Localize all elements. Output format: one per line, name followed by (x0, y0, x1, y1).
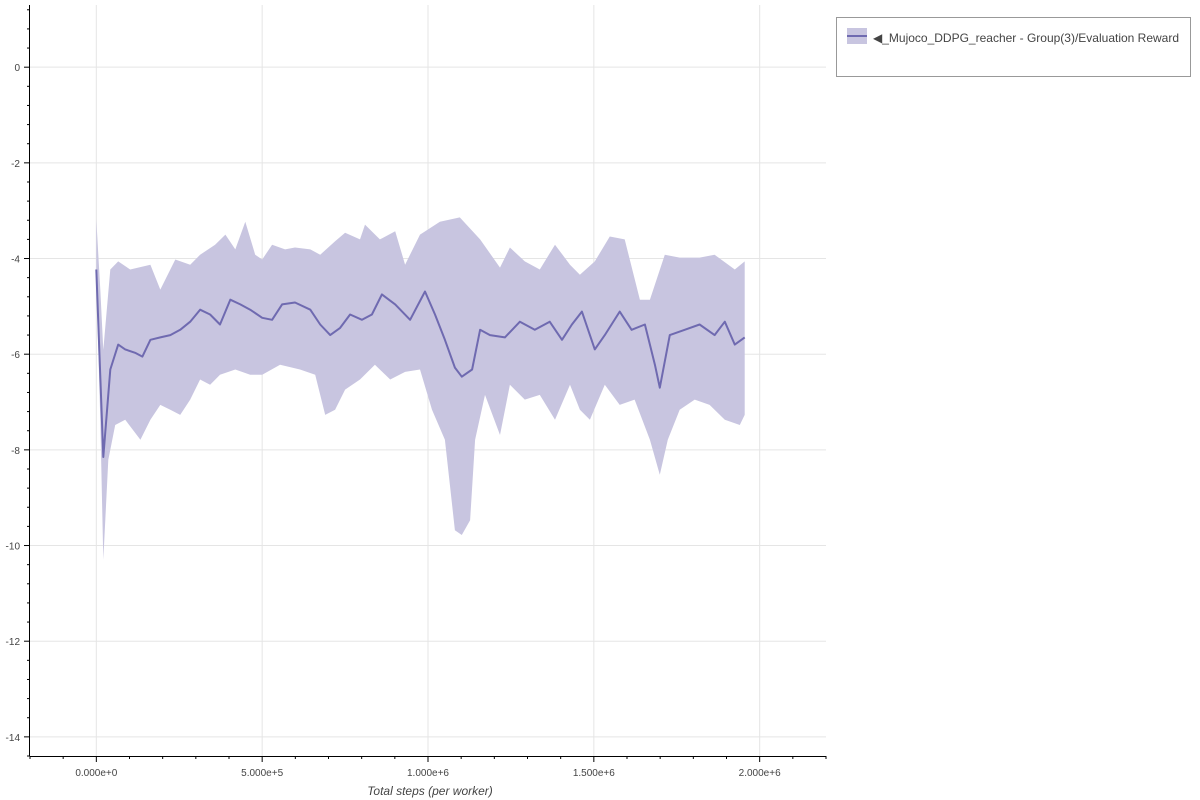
std-band-area (96, 217, 745, 560)
grid (30, 5, 826, 756)
y-tick-label: -12 (6, 637, 21, 648)
y-tick-label: 0 (14, 63, 20, 74)
x-tick-label: 1.000e+6 (407, 768, 449, 779)
x-axis-label: Total steps (per worker) (367, 784, 493, 798)
y-tick-label: -8 (11, 446, 20, 457)
mean-line (95, 269, 746, 458)
series-lines (95, 269, 746, 458)
legend-swatch-icon[interactable] (847, 28, 867, 44)
y-tick-label: -6 (11, 350, 20, 361)
x-tick-label: 0.000e+0 (75, 768, 117, 779)
x-tick-label: 5.000e+5 (241, 768, 283, 779)
y-tick-label: -10 (6, 542, 21, 553)
x-tick-label: 1.500e+6 (573, 768, 615, 779)
std-band (96, 217, 745, 560)
y-tick-label: -2 (11, 159, 20, 170)
y-tick-label: -4 (11, 255, 20, 266)
legend-entry-label[interactable]: ◀_Mujoco_DDPG_reacher - Group(3)/Evaluat… (873, 31, 1180, 45)
x-tick-label: 2.000e+6 (739, 768, 781, 779)
legend: ◀_Mujoco_DDPG_reacher - Group(3)/Evaluat… (836, 17, 1191, 77)
axes: 0.000e+0 5.000e+5 1.000e+6 1.500e+6 2.000e+6… (6, 5, 827, 779)
y-tick-label: -14 (6, 733, 21, 744)
